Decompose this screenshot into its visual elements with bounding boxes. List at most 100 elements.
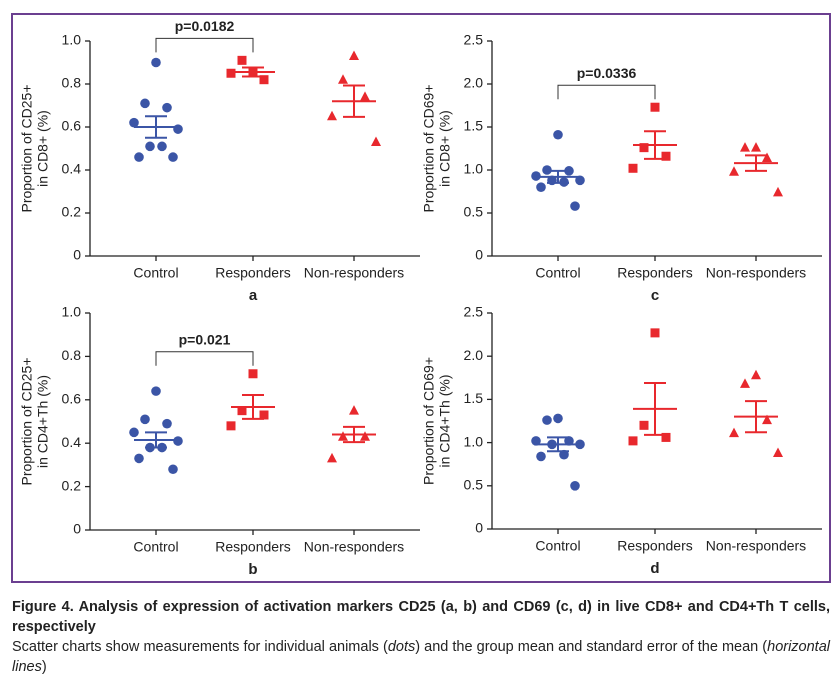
y-tick-label: 0.5 — [464, 477, 484, 493]
dot — [151, 386, 161, 396]
dot — [661, 432, 671, 442]
dot — [237, 406, 247, 416]
y-axis-label: in CD4+Th (%) — [35, 375, 51, 468]
y-tick-label: 1.0 — [464, 161, 484, 177]
dot — [536, 451, 546, 462]
dot — [570, 201, 580, 211]
dot — [570, 481, 580, 491]
y-axis-label: Proportion of CD25+ — [19, 357, 35, 485]
panel-label: b — [248, 561, 257, 578]
dot — [151, 57, 161, 68]
dot — [650, 102, 660, 112]
y-tick-label: 0.4 — [62, 161, 82, 177]
x-tick-label: Control — [133, 539, 178, 555]
y-tick-label: 0.2 — [62, 204, 82, 220]
dot — [349, 50, 359, 61]
y-tick-label: 0 — [475, 247, 483, 263]
bracket — [155, 351, 254, 366]
dot — [145, 141, 155, 152]
caption-title: Figure 4. Analysis of expression of acti… — [12, 599, 830, 635]
dot — [134, 152, 144, 162]
dot — [338, 74, 348, 84]
dot — [157, 141, 167, 152]
dot — [168, 152, 178, 162]
x-tick-label: Responders — [215, 539, 291, 555]
dot — [575, 175, 585, 186]
bracket — [557, 84, 656, 100]
dot — [140, 414, 150, 425]
y-tick-label: 0 — [475, 520, 483, 536]
y-tick-label: 0.6 — [62, 391, 82, 407]
dot — [773, 447, 783, 457]
dot — [226, 421, 236, 431]
dot — [542, 415, 552, 425]
dot — [628, 436, 638, 446]
y-tick-label: 0.6 — [62, 118, 82, 134]
y-tick-label: 0.4 — [62, 434, 82, 450]
dot — [564, 436, 574, 446]
y-axis-label: in CD4+Th (%) — [437, 375, 453, 468]
y-tick-label: 1.0 — [464, 433, 484, 449]
y-axis-label: Proportion of CD25+ — [19, 84, 35, 212]
dot — [536, 182, 546, 192]
dot — [162, 418, 172, 429]
dot — [173, 436, 183, 446]
dot — [226, 68, 236, 78]
x-tick-label: Control — [133, 265, 178, 281]
y-tick-label: 1.0 — [62, 32, 82, 48]
dot — [639, 420, 649, 430]
dot — [762, 414, 772, 425]
p-value: p=0.021 — [179, 331, 231, 347]
dot — [140, 98, 150, 109]
y-tick-label: 2.5 — [464, 304, 484, 320]
x-tick-label: Responders — [617, 538, 693, 554]
dot — [237, 55, 247, 65]
dot — [162, 102, 172, 113]
y-tick-label: 1.5 — [464, 118, 484, 134]
x-tick-label: Control — [535, 538, 580, 554]
dot — [259, 410, 269, 420]
caption-text: ) and the group mean and standard error … — [415, 639, 768, 655]
y-axis-label: Proportion of CD69+ — [421, 357, 437, 485]
y-tick-label: 0.5 — [464, 204, 484, 220]
dot — [740, 142, 750, 152]
dot — [751, 142, 761, 152]
x-tick-label: Non-responders — [706, 538, 806, 554]
caption: Figure 4. Analysis of expression of acti… — [12, 597, 830, 677]
y-tick-label: 0 — [73, 521, 81, 537]
x-tick-label: Responders — [215, 265, 291, 281]
bracket — [155, 37, 254, 53]
y-axis-label: in CD8+ (%) — [35, 110, 51, 187]
dot — [762, 152, 772, 162]
caption-text: ) — [41, 659, 47, 675]
y-tick-label: 2.0 — [464, 75, 484, 91]
dot — [248, 369, 258, 379]
y-tick-label: 0.8 — [62, 347, 82, 363]
dot — [360, 91, 370, 101]
x-tick-label: Non-responders — [304, 265, 404, 281]
dot — [259, 75, 269, 85]
dot — [661, 151, 671, 161]
dot — [628, 163, 638, 173]
dot — [740, 378, 750, 388]
panel-label: c — [651, 287, 659, 304]
dot — [173, 124, 183, 134]
dot — [134, 453, 144, 464]
x-tick-label: Responders — [617, 265, 693, 281]
dot — [327, 452, 337, 463]
y-tick-label: 1.0 — [62, 304, 82, 320]
panel-label: d — [650, 560, 659, 577]
x-tick-label: Non-responders — [304, 539, 404, 555]
y-tick-label: 1.5 — [464, 390, 484, 406]
dot — [751, 369, 761, 380]
dot — [729, 427, 739, 438]
dot — [327, 110, 337, 121]
x-tick-label: Non-responders — [706, 265, 806, 281]
dot — [559, 449, 569, 460]
y-tick-label: 2.5 — [464, 32, 484, 48]
panel-label: a — [249, 287, 258, 304]
caption-text: dots — [387, 639, 416, 655]
dot — [349, 405, 359, 415]
